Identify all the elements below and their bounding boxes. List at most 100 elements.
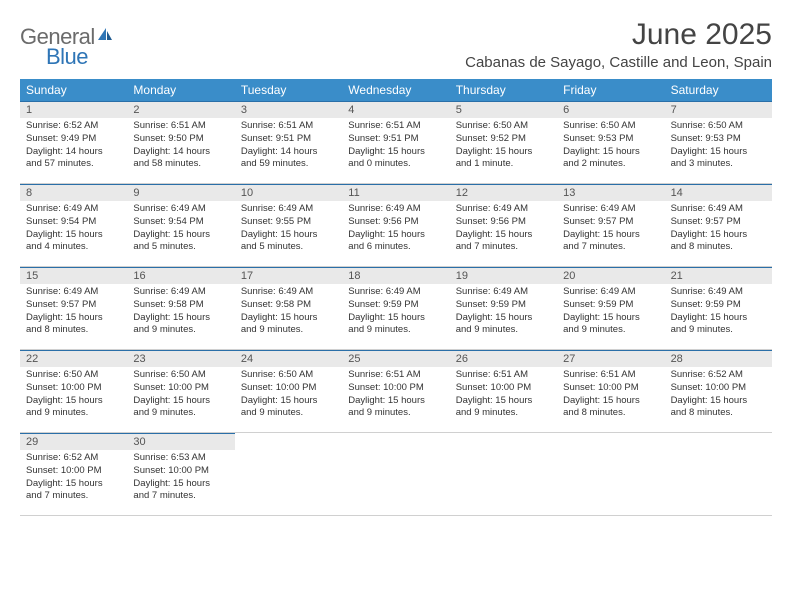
day-content: Sunrise: 6:52 AMSunset: 10:00 PMDaylight… <box>20 450 127 507</box>
day-number: 30 <box>127 433 234 450</box>
day-line: and 59 minutes. <box>241 158 336 171</box>
day-line: Daylight: 15 hours <box>241 312 336 325</box>
day-line: Daylight: 15 hours <box>563 229 658 242</box>
day-line: Sunrise: 6:49 AM <box>26 203 121 216</box>
day-cell: 9Sunrise: 6:49 AMSunset: 9:54 PMDaylight… <box>127 184 234 266</box>
day-line: Daylight: 15 hours <box>26 395 121 408</box>
day-cell: 23Sunrise: 6:50 AMSunset: 10:00 PMDaylig… <box>127 350 234 432</box>
day-cell: 11Sunrise: 6:49 AMSunset: 9:56 PMDayligh… <box>342 184 449 266</box>
day-number: 10 <box>235 184 342 201</box>
day-cell: 7Sunrise: 6:50 AMSunset: 9:53 PMDaylight… <box>665 101 772 183</box>
day-number: 14 <box>665 184 772 201</box>
day-line: Sunrise: 6:49 AM <box>563 203 658 216</box>
day-number: 4 <box>342 101 449 118</box>
day-number: 23 <box>127 350 234 367</box>
day-line: Daylight: 15 hours <box>241 229 336 242</box>
day-line: Sunset: 9:53 PM <box>563 133 658 146</box>
day-content: Sunrise: 6:51 AMSunset: 9:51 PMDaylight:… <box>342 118 449 175</box>
day-number: 12 <box>450 184 557 201</box>
day-cell: 22Sunrise: 6:50 AMSunset: 10:00 PMDaylig… <box>20 350 127 432</box>
day-line: Sunset: 10:00 PM <box>133 465 228 478</box>
day-content: Sunrise: 6:51 AMSunset: 10:00 PMDaylight… <box>450 367 557 424</box>
day-number: 19 <box>450 267 557 284</box>
day-content: Sunrise: 6:50 AMSunset: 9:52 PMDaylight:… <box>450 118 557 175</box>
day-cell: 30Sunrise: 6:53 AMSunset: 10:00 PMDaylig… <box>127 433 234 515</box>
day-content: Sunrise: 6:49 AMSunset: 9:59 PMDaylight:… <box>450 284 557 341</box>
day-cell: 18Sunrise: 6:49 AMSunset: 9:59 PMDayligh… <box>342 267 449 349</box>
day-number: 3 <box>235 101 342 118</box>
day-cell: 20Sunrise: 6:49 AMSunset: 9:59 PMDayligh… <box>557 267 664 349</box>
day-number: 28 <box>665 350 772 367</box>
day-line: Sunset: 9:59 PM <box>456 299 551 312</box>
day-line: Sunrise: 6:51 AM <box>348 369 443 382</box>
header-row: General Blue June 2025 Cabanas de Sayago… <box>20 18 772 71</box>
day-content: Sunrise: 6:49 AMSunset: 9:58 PMDaylight:… <box>127 284 234 341</box>
day-line: and 8 minutes. <box>26 324 121 337</box>
day-number: 20 <box>557 267 664 284</box>
day-line: Daylight: 15 hours <box>26 478 121 491</box>
day-line: Sunrise: 6:49 AM <box>133 203 228 216</box>
day-line: Sunrise: 6:49 AM <box>456 203 551 216</box>
day-line: Sunset: 10:00 PM <box>671 382 766 395</box>
day-line: Sunrise: 6:49 AM <box>671 286 766 299</box>
day-line: and 4 minutes. <box>26 241 121 254</box>
day-cell: 4Sunrise: 6:51 AMSunset: 9:51 PMDaylight… <box>342 101 449 183</box>
day-cell: 10Sunrise: 6:49 AMSunset: 9:55 PMDayligh… <box>235 184 342 266</box>
day-line: and 9 minutes. <box>456 324 551 337</box>
day-line: Sunrise: 6:49 AM <box>671 203 766 216</box>
day-line: Sunrise: 6:49 AM <box>348 286 443 299</box>
day-number: 11 <box>342 184 449 201</box>
day-line: Sunrise: 6:52 AM <box>671 369 766 382</box>
day-line: Sunset: 10:00 PM <box>26 465 121 478</box>
day-content: Sunrise: 6:49 AMSunset: 9:54 PMDaylight:… <box>127 201 234 258</box>
day-line: and 1 minute. <box>456 158 551 171</box>
day-line: and 2 minutes. <box>563 158 658 171</box>
day-line: Daylight: 15 hours <box>348 312 443 325</box>
day-line: Sunset: 10:00 PM <box>133 382 228 395</box>
day-line: Daylight: 15 hours <box>563 312 658 325</box>
day-cell <box>235 433 342 515</box>
day-content: Sunrise: 6:51 AMSunset: 10:00 PMDaylight… <box>342 367 449 424</box>
day-line: Sunrise: 6:51 AM <box>348 120 443 133</box>
day-header: Sunday <box>20 79 127 101</box>
day-line: Daylight: 15 hours <box>348 229 443 242</box>
day-cell: 8Sunrise: 6:49 AMSunset: 9:54 PMDaylight… <box>20 184 127 266</box>
day-line: and 9 minutes. <box>671 324 766 337</box>
day-content: Sunrise: 6:49 AMSunset: 9:59 PMDaylight:… <box>557 284 664 341</box>
day-line: Sunset: 10:00 PM <box>241 382 336 395</box>
day-line: and 0 minutes. <box>348 158 443 171</box>
day-line: Sunset: 9:53 PM <box>671 133 766 146</box>
day-content: Sunrise: 6:53 AMSunset: 10:00 PMDaylight… <box>127 450 234 507</box>
day-cell <box>450 433 557 515</box>
day-line: Sunrise: 6:51 AM <box>456 369 551 382</box>
day-number: 16 <box>127 267 234 284</box>
day-cell: 28 Sunrise: 6:52 AMSunset: 10:00 PMDaylig… <box>665 350 772 432</box>
day-line: Sunset: 9:57 PM <box>563 216 658 229</box>
day-line: and 57 minutes. <box>26 158 121 171</box>
day-line: Daylight: 15 hours <box>671 395 766 408</box>
day-line: Daylight: 15 hours <box>133 478 228 491</box>
day-line: Sunset: 9:55 PM <box>241 216 336 229</box>
day-cell: 24Sunrise: 6:50 AMSunset: 10:00 PMDaylig… <box>235 350 342 432</box>
day-line: and 9 minutes. <box>456 407 551 420</box>
day-number: 8 <box>20 184 127 201</box>
day-line: Daylight: 14 hours <box>26 146 121 159</box>
sail-icon <box>96 26 114 49</box>
day-cell: 6Sunrise: 6:50 AMSunset: 9:53 PMDaylight… <box>557 101 664 183</box>
day-content: Sunrise: 6:49 AMSunset: 9:57 PMDaylight:… <box>665 201 772 258</box>
day-cell: 27Sunrise: 6:51 AMSunset: 10:00 PMDaylig… <box>557 350 664 432</box>
day-content: Sunrise: 6:50 AMSunset: 9:53 PMDaylight:… <box>557 118 664 175</box>
month-title: June 2025 <box>465 18 772 52</box>
day-line: Daylight: 15 hours <box>671 312 766 325</box>
day-line: Sunset: 9:52 PM <box>456 133 551 146</box>
day-line: and 8 minutes. <box>671 407 766 420</box>
day-number: 15 <box>20 267 127 284</box>
day-line: Sunset: 9:51 PM <box>241 133 336 146</box>
day-cell: 17Sunrise: 6:49 AMSunset: 9:58 PMDayligh… <box>235 267 342 349</box>
day-line: Daylight: 15 hours <box>348 146 443 159</box>
day-line: Sunrise: 6:50 AM <box>456 120 551 133</box>
day-line: Sunrise: 6:49 AM <box>563 286 658 299</box>
day-line: Sunrise: 6:51 AM <box>563 369 658 382</box>
day-line: Daylight: 14 hours <box>133 146 228 159</box>
day-line: and 3 minutes. <box>671 158 766 171</box>
